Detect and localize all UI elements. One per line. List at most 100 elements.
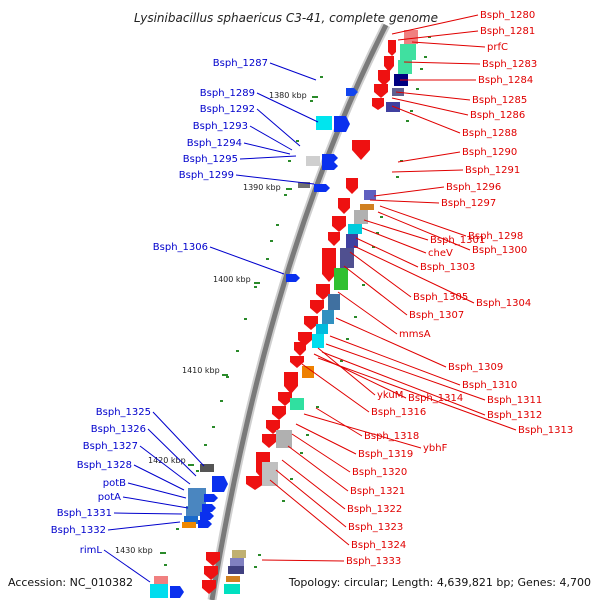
leader-line — [373, 186, 445, 197]
leader-line — [261, 559, 345, 562]
gene-label-pota[interactable]: potA — [98, 492, 121, 503]
gc-ticks — [164, 36, 431, 568]
gene-label-bsph_1297[interactable]: Bsph_1297 — [441, 198, 496, 209]
leader-line — [353, 245, 475, 304]
gene-label-bsph_1283[interactable]: Bsph_1283 — [482, 59, 537, 70]
gene-label-bsph_1287[interactable]: Bsph_1287 — [213, 58, 268, 69]
leader-line — [391, 97, 469, 116]
gene-label-bsph_1288[interactable]: Bsph_1288 — [462, 128, 517, 139]
leader-line — [397, 30, 479, 41]
gene-label-bsph_1306[interactable]: Bsph_1306 — [153, 242, 208, 253]
leader-line — [103, 549, 151, 583]
gene-label-potb[interactable]: potB — [103, 478, 126, 489]
gene-label-bsph_1299[interactable]: Bsph_1299 — [179, 170, 234, 181]
leader-line — [303, 413, 422, 449]
gene-label-bsph_1333[interactable]: Bsph_1333 — [346, 556, 401, 567]
map-title: Lysinibacillus sphaericus C3-41, complet… — [134, 11, 438, 25]
leader-line — [349, 251, 412, 298]
leader-line — [291, 433, 351, 473]
leader-line — [355, 237, 419, 268]
leader-line — [369, 199, 440, 204]
right-leader-lines — [261, 14, 517, 562]
gene-label-bsph_1311[interactable]: Bsph_1311 — [487, 395, 542, 406]
gene-label-bsph_1318[interactable]: Bsph_1318 — [364, 431, 419, 442]
gene-label-bsph_1301[interactable]: Bsph_1301 — [430, 235, 485, 246]
leader-line — [379, 205, 467, 237]
gene-label-riml[interactable]: rimL — [80, 545, 103, 556]
kbp-mark: 1420 kbp — [148, 456, 186, 465]
gene-label-ybhf[interactable]: ybhF — [423, 443, 448, 454]
gene-label-bsph_1328[interactable]: Bsph_1328 — [77, 460, 132, 471]
gene-label-bsph_1293[interactable]: Bsph_1293 — [193, 121, 248, 132]
gene-label-bsph_1316[interactable]: Bsph_1316 — [371, 407, 426, 418]
gene-label-bsph_1292[interactable]: Bsph_1292 — [200, 104, 255, 115]
gene-label-bsph_1284[interactable]: Bsph_1284 — [478, 75, 533, 86]
gene-label-bsph_1326[interactable]: Bsph_1326 — [91, 424, 146, 435]
leader-line — [139, 445, 191, 485]
leader-line — [152, 411, 205, 467]
accession-text: Accession: NC_010382 — [8, 576, 133, 589]
leader-line — [269, 62, 317, 81]
leader-line — [363, 219, 429, 241]
gene-label-chev[interactable]: cheV — [428, 248, 453, 259]
gene-label-bsph_1280[interactable]: Bsph_1280 — [480, 10, 535, 21]
leader-line — [343, 265, 408, 316]
gene-label-ykum[interactable]: ykuM — [377, 390, 403, 401]
gene-label-bsph_1322[interactable]: Bsph_1322 — [347, 504, 402, 515]
leader-line — [317, 357, 517, 431]
leader-line — [317, 347, 376, 396]
leader-line — [269, 479, 350, 546]
gene-label-bsph_1289[interactable]: Bsph_1289 — [200, 88, 255, 99]
gene-label-bsph_1290[interactable]: Bsph_1290 — [462, 147, 517, 158]
gene-label-bsph_1332[interactable]: Bsph_1332 — [51, 525, 106, 536]
gene-label-bsph_1294[interactable]: Bsph_1294 — [187, 138, 242, 149]
gene-label-bsph_1305[interactable]: Bsph_1305 — [413, 292, 468, 303]
leader-line — [411, 41, 486, 48]
gene-label-bsph_1319[interactable]: Bsph_1319 — [358, 449, 413, 460]
gene-label-bsph_1314[interactable]: Bsph_1314 — [408, 393, 463, 404]
leader-line — [337, 291, 398, 335]
gene-label-bsph_1298[interactable]: Bsph_1298 — [468, 231, 523, 242]
gene-label-bsph_1286[interactable]: Bsph_1286 — [470, 110, 525, 121]
gene-label-bsph_1307[interactable]: Bsph_1307 — [409, 310, 464, 321]
gene-label-bsph_1313[interactable]: Bsph_1313 — [518, 425, 573, 436]
gene-label-bsph_1304[interactable]: Bsph_1304 — [476, 298, 531, 309]
gene-label-bsph_1300[interactable]: Bsph_1300 — [472, 245, 527, 256]
right-gene-labels: Bsph_1280 Bsph_1281 prfC Bsph_1283 Bsph_1284… — [346, 10, 573, 567]
leader-line — [325, 343, 486, 401]
gene-label-bsph_1303[interactable]: Bsph_1303 — [420, 262, 475, 273]
gene-label-bsph_1324[interactable]: Bsph_1324 — [351, 540, 406, 551]
leader-line — [395, 91, 471, 101]
gene-label-bsph_1285[interactable]: Bsph_1285 — [472, 95, 527, 106]
gene-label-bsph_1312[interactable]: Bsph_1312 — [487, 410, 542, 421]
leader-line — [313, 353, 407, 399]
leader-line — [391, 169, 464, 173]
gene-label-bsph_1323[interactable]: Bsph_1323 — [348, 522, 403, 533]
gene-label-bsph_1296[interactable]: Bsph_1296 — [446, 182, 501, 193]
leader-line — [239, 155, 297, 160]
kbp-mark: 1430 kbp — [115, 546, 153, 555]
gene-label-bsph_1321[interactable]: Bsph_1321 — [350, 486, 405, 497]
leader-line — [113, 512, 183, 515]
leader-line — [209, 246, 285, 275]
gene-label-bsph_1325[interactable]: Bsph_1325 — [96, 407, 151, 418]
leader-line — [295, 423, 357, 455]
gene-label-bsph_1291[interactable]: Bsph_1291 — [465, 165, 520, 176]
gene-label-bsph_1310[interactable]: Bsph_1310 — [462, 380, 517, 391]
gene-label-prfc[interactable]: prfC — [487, 42, 508, 53]
gene-label-bsph_1331[interactable]: Bsph_1331 — [57, 508, 112, 519]
gene-label-mmsa[interactable]: mmsA — [399, 329, 431, 340]
topology-text: Topology: circular; Length: 4,639,821 bp… — [288, 576, 591, 589]
gene-label-bsph_1295[interactable]: Bsph_1295 — [183, 154, 238, 165]
gene-label-bsph_1309[interactable]: Bsph_1309 — [448, 362, 503, 373]
gene-label-bsph_1281[interactable]: Bsph_1281 — [480, 26, 535, 37]
kbp-scale: 1380 kbp 1390 kbp 1400 kbp 1410 kbp 1420… — [115, 91, 318, 555]
leader-line — [321, 351, 486, 416]
leader-line — [287, 445, 349, 492]
leader-line — [329, 335, 461, 386]
left-gene-labels: Bsph_1287 Bsph_1289 Bsph_1292 Bsph_1293 Bsph… — [51, 58, 268, 556]
gene-label-bsph_1327[interactable]: Bsph_1327 — [83, 441, 138, 452]
leader-line — [281, 459, 346, 510]
gene-label-bsph_1320[interactable]: Bsph_1320 — [352, 467, 407, 478]
